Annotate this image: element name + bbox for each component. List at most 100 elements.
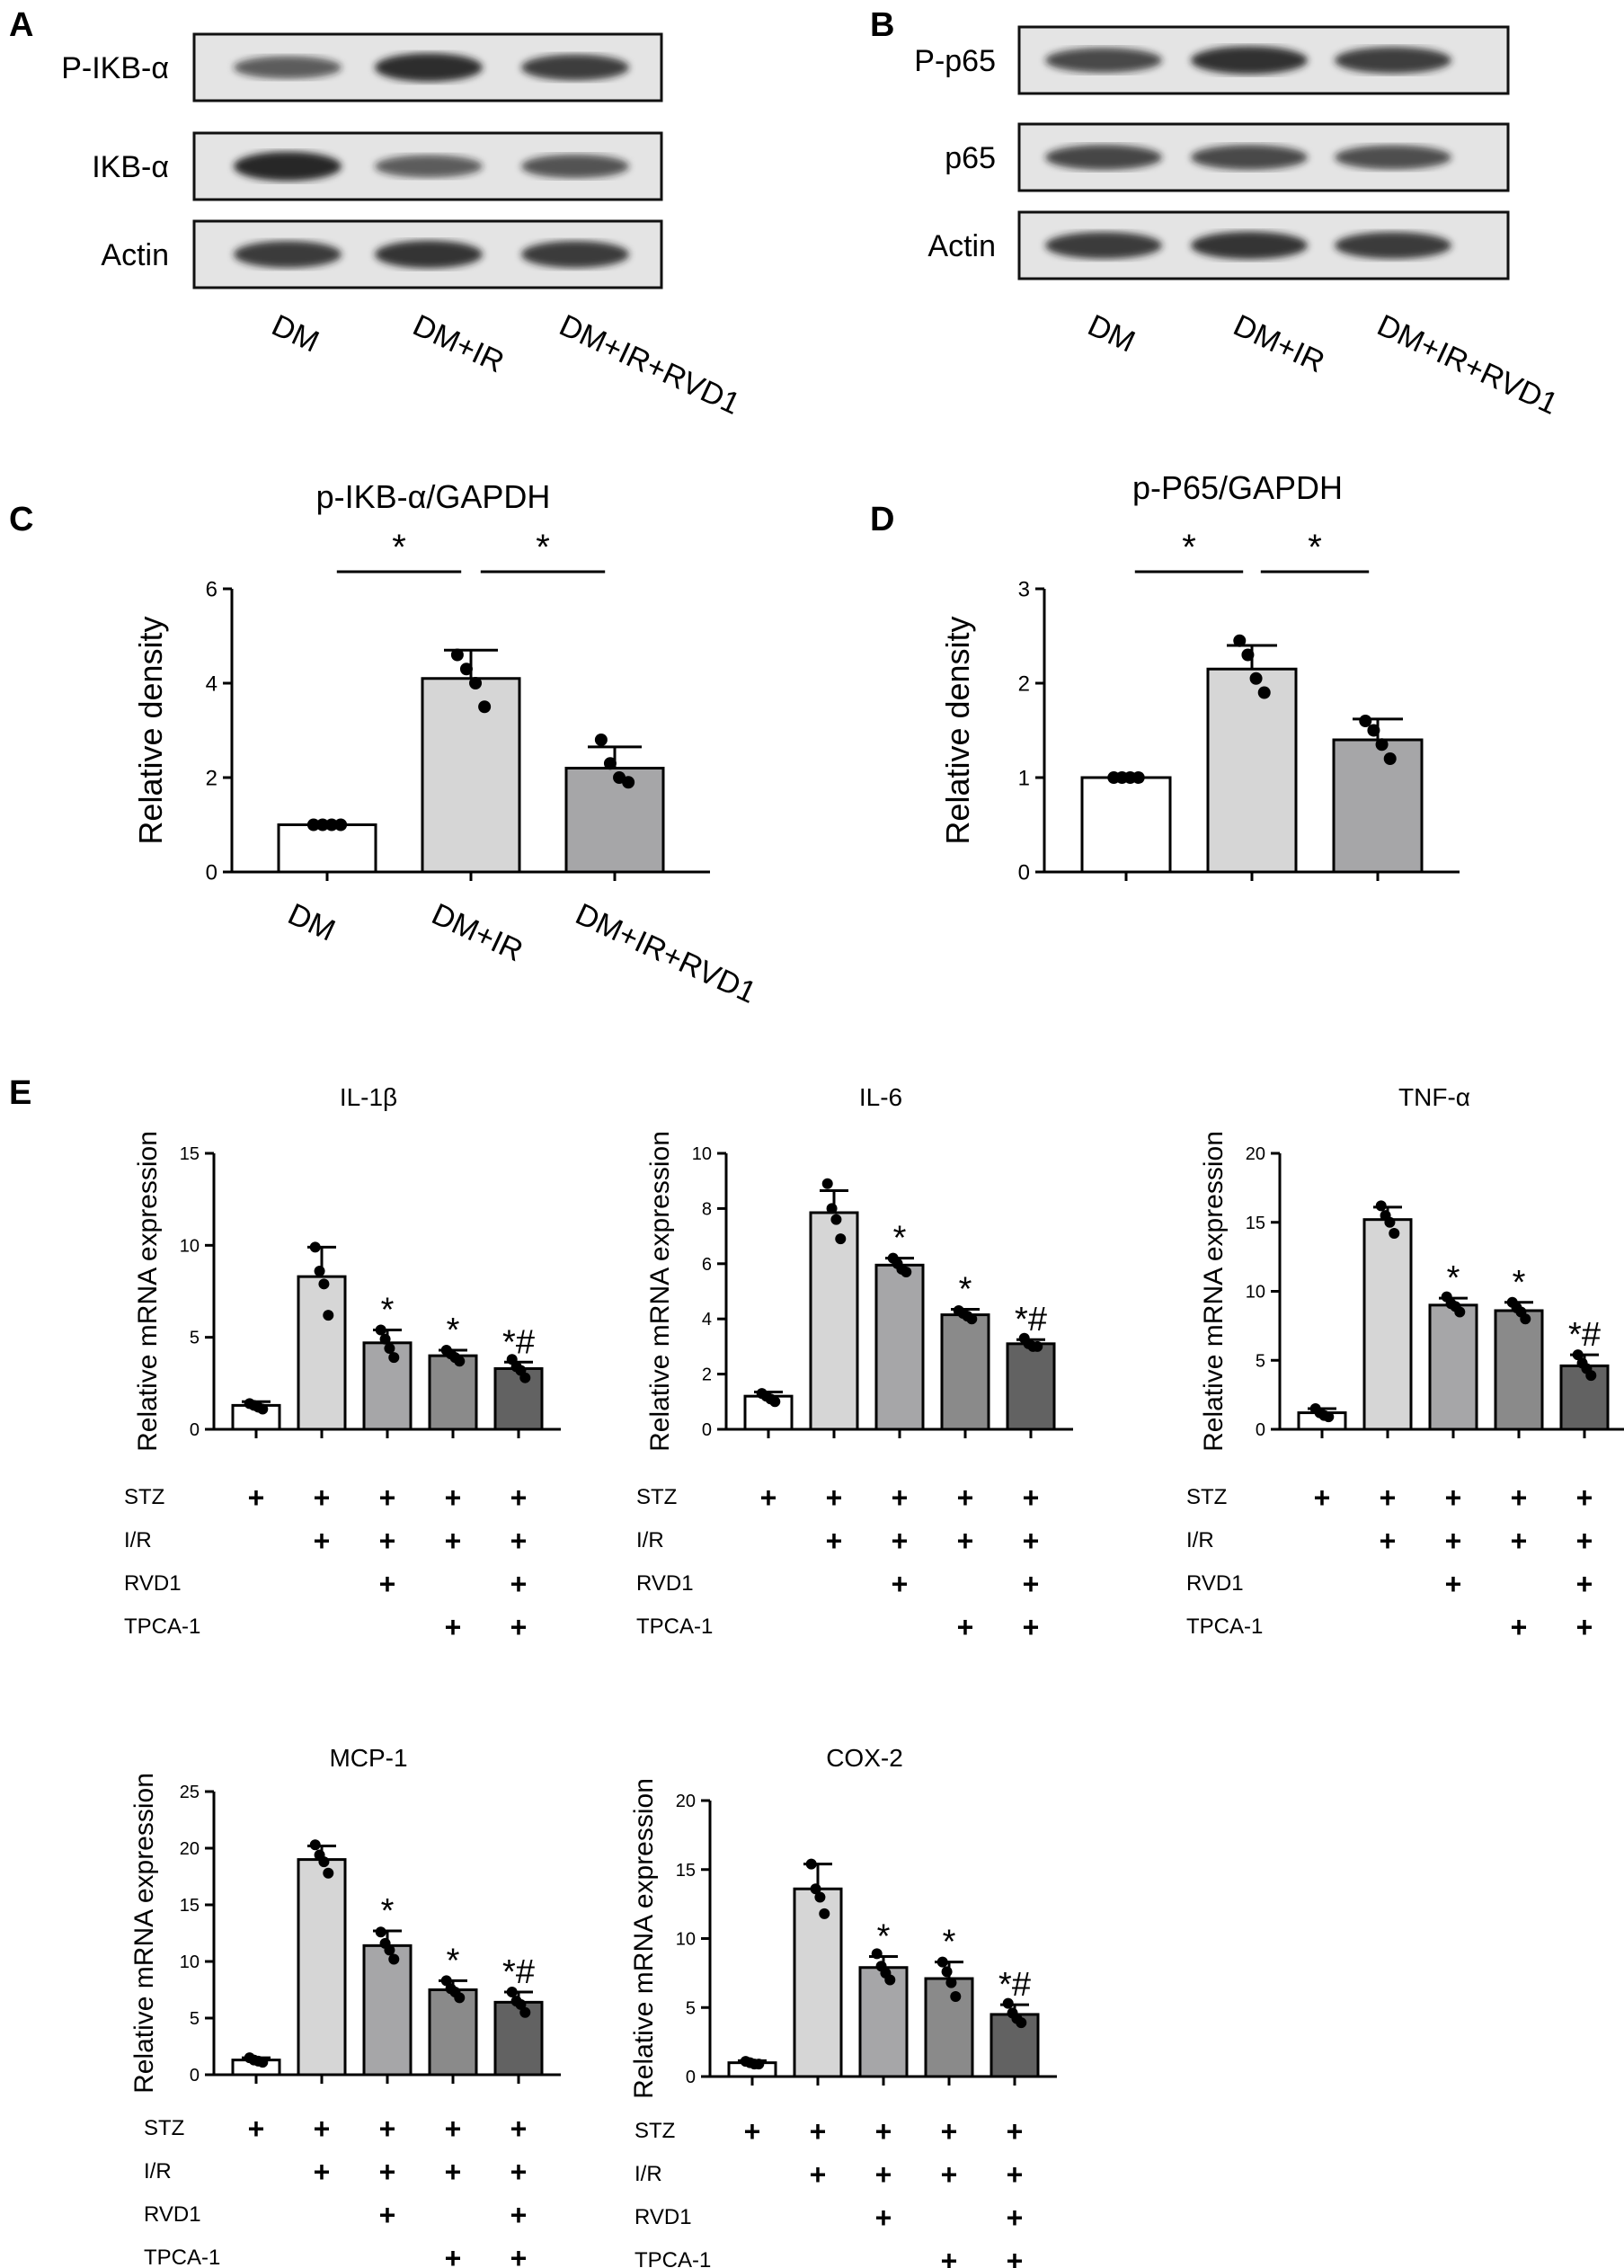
treatment-mark: + — [1576, 1525, 1593, 1557]
significance-mark: *# — [998, 1966, 1031, 2004]
treatment-label: I/R — [144, 2159, 172, 2184]
bar — [428, 1988, 478, 2077]
treatment-mark: + — [892, 1568, 909, 1600]
treatment-mark: + — [510, 1611, 528, 1643]
bar — [297, 1858, 347, 2077]
data-point — [515, 1998, 527, 2010]
data-point — [315, 818, 329, 832]
panel-label-d: D — [870, 501, 894, 538]
significance-mark: * — [447, 1942, 460, 1979]
y-tick-label: 20 — [1246, 1144, 1265, 1164]
blot-band — [1335, 145, 1451, 170]
y-tick-label: 5 — [1256, 1351, 1265, 1371]
data-point — [318, 1856, 330, 1868]
blot-band — [521, 154, 629, 179]
data-point — [901, 1267, 912, 1278]
chart-title: p-P65/GAPDH — [1132, 469, 1343, 506]
data-point — [830, 1214, 842, 1225]
treatment-label: TPCA-1 — [635, 2248, 711, 2268]
data-point — [454, 1992, 466, 2004]
bar — [1362, 1218, 1413, 1431]
y-tick-label: 2 — [702, 1365, 712, 1385]
data-point — [323, 1310, 334, 1321]
treatment-mark: + — [379, 2199, 396, 2231]
blot-band — [1045, 231, 1162, 260]
chart-p-p65: p-P65/GAPDH Relative density 0 1 2 3 * * — [939, 469, 1460, 885]
significance-star: * — [1308, 528, 1322, 567]
treatment-label: I/R — [124, 1528, 152, 1552]
data-point — [1367, 724, 1380, 737]
bar — [231, 1403, 281, 1431]
treatment-mark: + — [941, 2245, 958, 2268]
data-point — [871, 1948, 883, 1960]
y-tick-label: 0 — [702, 1420, 712, 1440]
data-point — [257, 1403, 269, 1415]
significance-mark: * — [381, 1892, 395, 1930]
treatment-mark: + — [1007, 2158, 1024, 2191]
blot-band — [1045, 48, 1162, 73]
panel-label-c: C — [9, 501, 33, 538]
data-point — [941, 1966, 953, 1978]
treatment-mark: + — [1445, 1481, 1462, 1514]
treatment-mark: + — [1023, 1611, 1040, 1643]
y-tick-label: 6 — [702, 1255, 712, 1275]
data-point — [821, 1178, 833, 1189]
data-point — [945, 1977, 957, 1988]
treatment-mark: + — [875, 2158, 892, 2191]
blot-lane-label: DM+IR+RVD1 — [555, 308, 745, 422]
bar — [362, 1943, 413, 2077]
y-axis-label: Relative mRNA expression — [1199, 1131, 1229, 1452]
blot-band — [234, 151, 342, 182]
y-tick-label: 0 — [1018, 860, 1030, 885]
data-point — [440, 1975, 452, 1987]
data-point — [594, 734, 608, 746]
panel-label-b: B — [870, 6, 894, 44]
treatment-mark: + — [957, 1481, 974, 1514]
data-point — [1389, 1228, 1400, 1240]
treatment-label: RVD1 — [636, 1571, 694, 1596]
treatment-label: I/R — [636, 1528, 664, 1552]
data-point — [1233, 634, 1247, 647]
y-tick-label: 25 — [180, 1783, 200, 1802]
chart-title: MCP-1 — [329, 1744, 407, 1772]
blot-band — [1191, 145, 1308, 170]
chart-title: TNF-α — [1398, 1083, 1470, 1111]
data-point — [459, 663, 473, 676]
treatment-mark: + — [314, 2156, 331, 2188]
y-tick-label: 10 — [180, 1236, 200, 1256]
blot-band — [521, 54, 629, 81]
y-tick-label: 0 — [686, 2068, 696, 2087]
panel-label-e: E — [9, 1074, 31, 1112]
treatment-mark: + — [510, 1481, 528, 1514]
data-point — [478, 700, 492, 714]
treatment-mark: + — [445, 2156, 462, 2188]
data-point — [309, 1241, 321, 1253]
chart-il-1b: IL-1β Relative mRNA expression 0 5 10 15 * * *# S… — [124, 1083, 561, 1643]
treatment-mark: + — [248, 2112, 265, 2145]
treatment-mark: + — [1023, 1568, 1040, 1600]
treatment-mark: + — [510, 2242, 528, 2268]
bar — [1332, 738, 1424, 874]
bar — [1206, 667, 1298, 874]
blot-lane-label: DM+IR — [1229, 308, 1330, 380]
significance-star: * — [1182, 528, 1196, 567]
blot-band — [375, 53, 483, 82]
treatment-mark: + — [379, 1525, 396, 1557]
bar — [989, 2013, 1040, 2078]
blot-lane-label: DM — [1083, 308, 1140, 360]
treatment-label: STZ — [144, 2116, 184, 2140]
y-tick-label: 5 — [190, 1329, 200, 1348]
treatment-label: RVD1 — [635, 2205, 692, 2229]
blot-lane-label: DM — [267, 308, 324, 360]
data-point — [325, 818, 339, 832]
bar — [874, 1263, 925, 1431]
treatment-label: I/R — [635, 2162, 662, 2186]
treatment-mark: + — [875, 2115, 892, 2148]
treatment-label: RVD1 — [144, 2202, 201, 2227]
treatment-mark: + — [875, 2201, 892, 2234]
y-tick-label: 15 — [180, 1144, 200, 1164]
y-axis-label: Relative mRNA expression — [645, 1131, 675, 1452]
treatment-mark: + — [510, 2199, 528, 2231]
treatment-mark: + — [1023, 1525, 1040, 1557]
treatment-mark: + — [810, 2158, 827, 2191]
